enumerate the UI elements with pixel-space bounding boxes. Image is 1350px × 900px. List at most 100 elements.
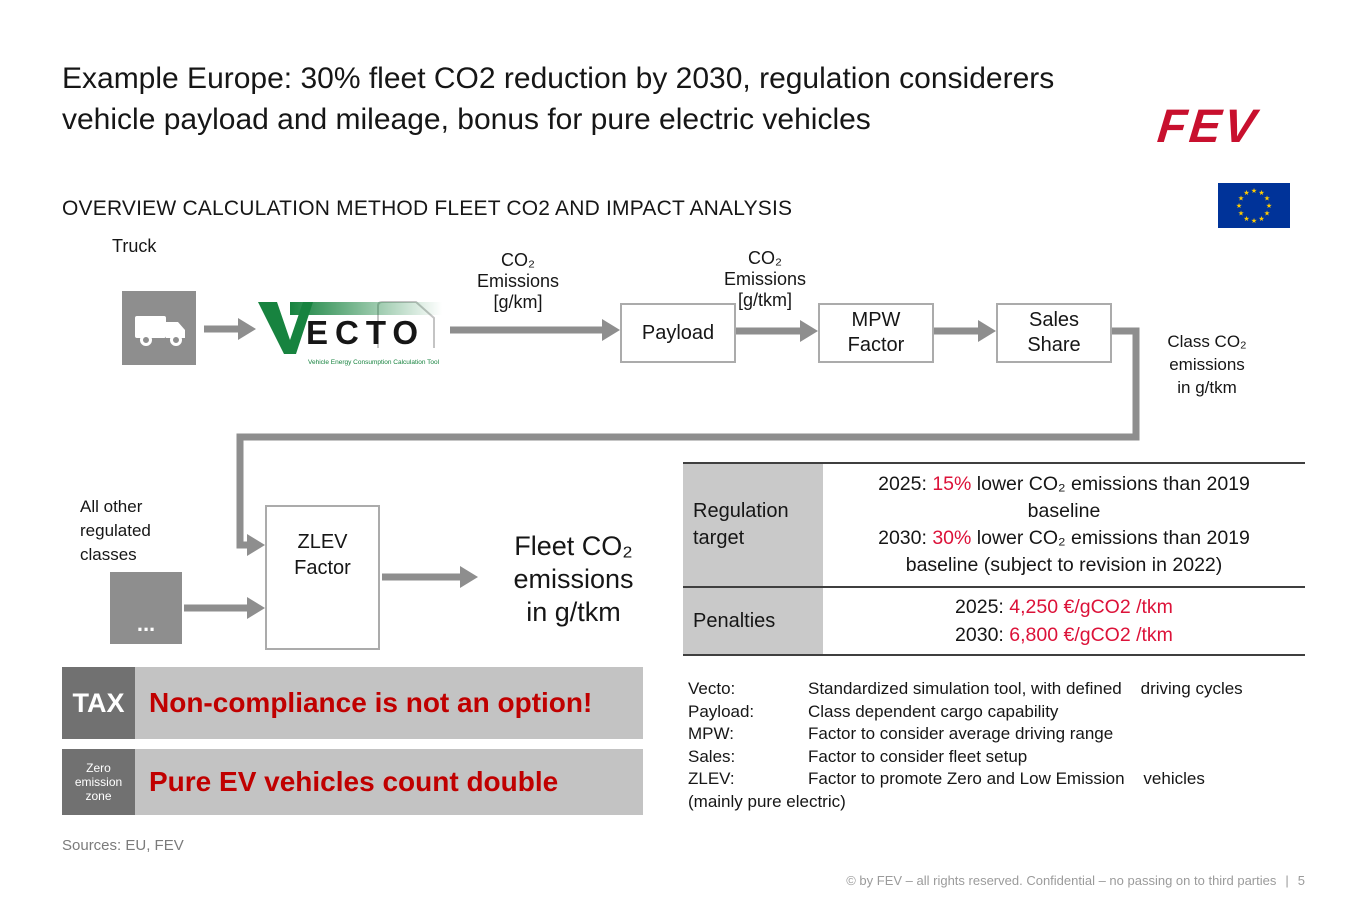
zero-emission-banner-text: Pure EV vehicles count double bbox=[135, 749, 643, 815]
all-other-classes-label: All other regulated classes bbox=[80, 495, 151, 567]
co2-gkm-line3: [g/km] bbox=[493, 292, 543, 312]
vecto-logo: ECTO Vehicle Energy Consumption Calculat… bbox=[258, 301, 442, 366]
definition-term: Payload: bbox=[688, 701, 755, 721]
definition-term: MPW: bbox=[688, 724, 734, 743]
fleet-co2-line1: Fleet CO₂ bbox=[514, 531, 633, 561]
table-line: baseline bbox=[1027, 500, 1101, 522]
class-co2-line3: in g/tkm bbox=[1177, 378, 1237, 397]
reg-2030-pre: 2030: bbox=[878, 527, 933, 549]
zero-emission-badge: Zero emission zone bbox=[62, 749, 135, 815]
all-other-line2: regulated bbox=[80, 521, 151, 540]
svg-text:★: ★ bbox=[1264, 195, 1270, 203]
zlev-box-line1: ZLEV bbox=[297, 531, 348, 553]
definition-sales: Sales: Factor to consider fleet setup bbox=[688, 746, 1308, 769]
table-row-penalties: Penalties 2025: 4,250 €/gCO2 /tkm 2030: … bbox=[683, 588, 1305, 654]
svg-text:★: ★ bbox=[1266, 202, 1272, 210]
arrowhead-truck-vecto bbox=[238, 318, 256, 340]
co2-gtkm-line3: [g/tkm] bbox=[737, 290, 792, 310]
tax-badge: TAX bbox=[62, 667, 135, 739]
footer-page-number: 5 bbox=[1297, 873, 1305, 888]
other-classes-box: ... bbox=[110, 572, 182, 644]
definition-payload: Payload: Class dependent cargo capabilit… bbox=[688, 701, 1308, 724]
zero-badge-line1: Zero bbox=[86, 761, 111, 775]
footer: © by FEV – all rights reserved. Confiden… bbox=[846, 873, 1305, 888]
tax-banner-text: Non-compliance is not an option! bbox=[135, 667, 643, 739]
regulation-target-value: 2025: 15% lower CO₂ emissions than 2019 … bbox=[823, 464, 1305, 586]
svg-text:★: ★ bbox=[1251, 187, 1257, 195]
arrowhead-zlev-fleet bbox=[460, 566, 478, 588]
vecto-letters: ECTO bbox=[306, 314, 425, 351]
definitions-list: Vecto: Standardized simulation tool, wit… bbox=[688, 678, 1308, 813]
penalties-header: Penalties bbox=[683, 588, 823, 654]
reg-2030-red: 30% bbox=[932, 527, 972, 549]
class-co2-label: Class CO₂ emissions in g/tkm bbox=[1153, 330, 1261, 399]
arrowhead-vecto-payload bbox=[602, 319, 620, 341]
mpw-box-line2: Factor bbox=[847, 334, 905, 356]
footer-copyright: © by FEV – all rights reserved. Confiden… bbox=[846, 873, 1277, 888]
penalties-value: 2025: 4,250 €/gCO2 /tkm 2030: 6,800 €/gC… bbox=[823, 588, 1305, 654]
reg-2025-post: lower CO₂ emissions than 2019 bbox=[971, 473, 1250, 495]
co2-gkm-line2: Emissions bbox=[476, 271, 560, 291]
mpw-box-line1: MPW bbox=[851, 309, 901, 331]
definition-term: ZLEV: bbox=[688, 769, 735, 788]
definition-text: Class dependent cargo capability bbox=[808, 701, 1059, 721]
fleet-co2-line3: in g/tkm bbox=[526, 597, 621, 627]
reg-2030-post: lower CO₂ emissions than 2019 bbox=[971, 527, 1250, 549]
class-co2-line2: emissions bbox=[1169, 355, 1245, 374]
table-line: 2030: 6,800 €/gCO2 /tkm bbox=[825, 621, 1303, 649]
truck-icon bbox=[122, 291, 196, 365]
definition-term: Vecto: bbox=[688, 679, 736, 698]
regulation-table: Regulation target 2025: 15% lower CO₂ em… bbox=[683, 462, 1305, 656]
co2-gtkm-label: CO₂ Emissions [g/tkm] bbox=[705, 248, 825, 311]
table-line: 2025: 4,250 €/gCO2 /tkm bbox=[825, 593, 1303, 621]
zlev-factor-box: ZLEV Factor bbox=[265, 505, 380, 650]
section-heading: OVERVIEW CALCULATION METHOD FLEET CO2 AN… bbox=[62, 197, 793, 220]
table-line: baseline (subject to revision in 2022) bbox=[905, 554, 1223, 576]
table-line: 2025: 15% lower CO₂ emissions than 2019 bbox=[825, 471, 1303, 498]
sources-note: Sources: EU, FEV bbox=[62, 837, 184, 854]
svg-text:★: ★ bbox=[1243, 215, 1249, 223]
footer-divider: | bbox=[1285, 873, 1289, 888]
regulation-target-header: Regulation target bbox=[683, 464, 823, 586]
page-title-line1: Example Europe: 30% fleet CO2 reduction … bbox=[62, 62, 1055, 95]
payload-box: Payload bbox=[620, 303, 736, 363]
arrowhead-dots-zlev bbox=[247, 597, 265, 619]
all-other-line3: classes bbox=[80, 545, 137, 564]
co2-gkm-line1: CO₂ bbox=[501, 250, 535, 270]
co2-gtkm-line2: Emissions bbox=[723, 269, 807, 289]
eu-flag-icon: ★★★ ★★★ ★★★ ★ ★★ bbox=[1218, 183, 1290, 228]
truck-label: Truck bbox=[112, 236, 157, 256]
definition-mpw: MPW: Factor to consider average driving … bbox=[688, 723, 1308, 746]
pen-2025-red: 4,250 €/gCO2 /tkm bbox=[1009, 596, 1173, 618]
reg-2025-pre: 2025: bbox=[878, 473, 933, 495]
svg-text:★: ★ bbox=[1258, 215, 1264, 223]
reg-2025-red: 15% bbox=[932, 473, 972, 495]
definition-text: Factor to consider average driving range bbox=[808, 724, 1114, 743]
definition-text: Factor to promote Zero and Low Emission … bbox=[808, 769, 1205, 788]
page-title-line2: vehicle payload and mileage, bonus for p… bbox=[62, 103, 871, 136]
svg-text:★: ★ bbox=[1236, 202, 1242, 210]
co2-gtkm-line1: CO₂ bbox=[748, 248, 782, 268]
svg-text:★: ★ bbox=[1258, 189, 1264, 197]
arrowhead-sales-zlev bbox=[247, 534, 265, 556]
tax-banner: TAX Non-compliance is not an option! bbox=[62, 667, 643, 739]
pen-2025-pre: 2025: bbox=[955, 596, 1010, 618]
zlev-box-line2: Factor bbox=[294, 557, 351, 579]
vecto-v-mark bbox=[258, 302, 313, 354]
definition-continuation: (mainly pure electric) bbox=[688, 791, 846, 811]
pen-2030-red: 6,800 €/gCO2 /tkm bbox=[1009, 624, 1173, 646]
sales-box-line1: Sales bbox=[1028, 309, 1080, 331]
eu-flag-stars: ★★★ ★★★ ★★★ ★ ★★ bbox=[1236, 187, 1272, 225]
all-other-line1: All other bbox=[80, 497, 143, 516]
co2-gkm-label: CO₂ Emissions [g/km] bbox=[458, 250, 578, 313]
fleet-co2-label: Fleet CO₂ emissions in g/tkm bbox=[486, 530, 661, 629]
zero-emission-banner: Zero emission zone Pure EV vehicles coun… bbox=[62, 749, 643, 815]
zero-badge-line2: emission bbox=[74, 775, 123, 789]
table-row-regulation-target: Regulation target 2025: 15% lower CO₂ em… bbox=[683, 464, 1305, 588]
svg-text:★: ★ bbox=[1264, 210, 1270, 218]
fleet-co2-line2: emissions bbox=[513, 564, 634, 594]
mpw-factor-box: MPW Factor bbox=[818, 303, 934, 363]
definition-text: Standardized simulation tool, with defin… bbox=[808, 679, 1243, 698]
pen-2030-pre: 2030: bbox=[955, 624, 1010, 646]
